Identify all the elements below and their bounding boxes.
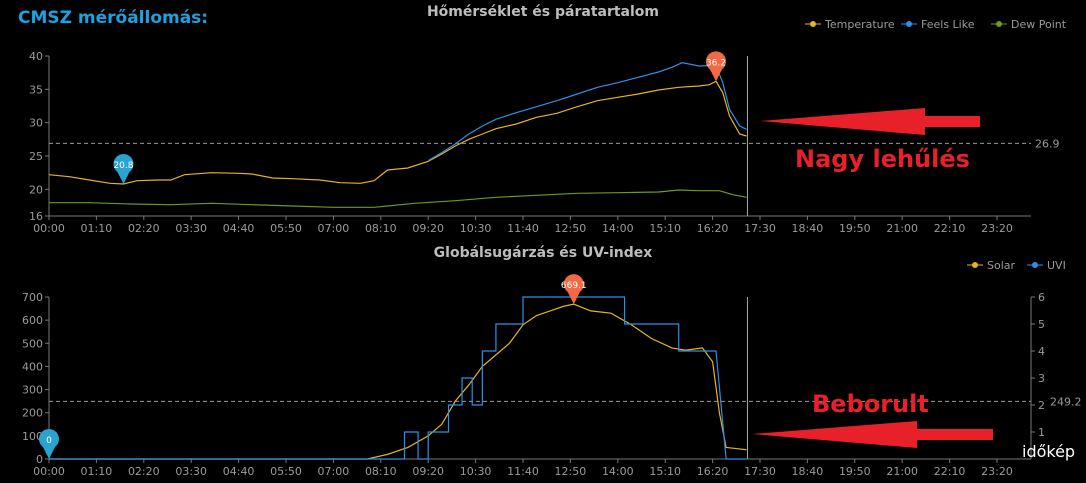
y-tick-label: 0 <box>36 453 43 466</box>
x-tick-label: 07:00 <box>318 222 350 235</box>
y-tick-label: 35 <box>29 83 43 96</box>
arrow-shape <box>752 421 993 448</box>
chart-title: Hőmérséklet és páratartalom <box>427 4 659 20</box>
chart-title: Globálsugárzás és UV-index <box>434 245 653 261</box>
annotation-bottom: Beborult <box>812 390 929 418</box>
series-feels-like <box>427 62 747 162</box>
marker-label: 36.2 <box>706 58 726 68</box>
y-tick-label: 600 <box>22 314 43 327</box>
x-tick-label: 18:40 <box>792 222 824 235</box>
annotation-top: Nagy lehűlés <box>795 145 970 173</box>
legend-dew-point: Dew Point <box>1011 18 1067 31</box>
average-label: 26.9 <box>1035 137 1060 150</box>
series-temperature <box>48 80 747 185</box>
x-tick-label: 11:40 <box>507 222 539 235</box>
marker-pin <box>39 429 59 459</box>
x-tick-label: 01:10 <box>81 465 113 478</box>
marker-pin <box>113 154 134 184</box>
x-tick-label: 17:30 <box>744 465 776 478</box>
x-tick-label: 14:00 <box>602 465 634 478</box>
series-dew-point <box>49 189 747 208</box>
x-tick-label: 18:40 <box>792 465 824 478</box>
station-label: CMSZ mérőállomás: <box>18 8 209 28</box>
x-tick-label: 21:00 <box>886 465 918 478</box>
y-tick-label: 16 <box>29 210 43 223</box>
y-tick-label: 200 <box>22 407 43 420</box>
legend-temperature: Temperature <box>824 18 895 31</box>
y-tick-label: 100 <box>22 430 43 443</box>
x-tick-label: 23:20 <box>981 465 1013 478</box>
y2-tick-label: 3 <box>1038 372 1045 385</box>
x-tick-label: 08:10 <box>365 465 397 478</box>
x-tick-label: 00:00 <box>33 222 65 235</box>
x-tick-label: 01:10 <box>81 222 113 235</box>
x-tick-label: 15:10 <box>649 465 681 478</box>
legend-dot <box>996 21 1002 27</box>
x-tick-label: 22:10 <box>934 465 966 478</box>
x-tick-label: 03:30 <box>175 222 207 235</box>
x-tick-label: 17:30 <box>744 222 776 235</box>
x-tick-label: 10:30 <box>460 222 492 235</box>
legend-solar: Solar <box>987 259 1016 272</box>
series-solar <box>49 303 747 460</box>
x-tick-label: 19:50 <box>839 465 871 478</box>
marker-label: 0 <box>46 436 52 446</box>
legend-dot <box>906 21 912 27</box>
average-label: 249.2 <box>1050 395 1082 408</box>
y-tick-label: 700 <box>22 291 43 304</box>
x-tick-label: 05:50 <box>270 222 302 235</box>
legend-dot <box>810 21 816 27</box>
x-tick-label: 03:30 <box>175 465 207 478</box>
x-tick-label: 12:50 <box>555 465 587 478</box>
x-tick-label: 11:40 <box>507 465 539 478</box>
x-tick-label: 05:50 <box>270 465 302 478</box>
y-tick-label: 20 <box>29 183 43 196</box>
x-tick-label: 16:20 <box>697 465 729 478</box>
x-tick-label: 14:00 <box>602 222 634 235</box>
y-tick-label: 30 <box>29 117 43 130</box>
y-tick-label: 40 <box>29 50 43 63</box>
y-tick-label: 500 <box>22 337 43 350</box>
x-tick-label: 04:40 <box>223 222 255 235</box>
marker-pin <box>705 51 726 82</box>
x-tick-label: 09:20 <box>412 465 444 478</box>
x-tick-label: 07:00 <box>318 465 350 478</box>
legend-feels-like: Feels Like <box>921 18 975 31</box>
marker-label: 20.8 <box>113 161 133 171</box>
idokep-logo: időkép <box>1022 442 1076 461</box>
legend-dot <box>1032 262 1038 268</box>
x-tick-label: 12:50 <box>555 222 587 235</box>
legend-dot <box>972 262 978 268</box>
legend-uvi: UVI <box>1047 259 1066 272</box>
x-tick-label: 23:20 <box>981 222 1013 235</box>
y2-tick-label: 1 <box>1038 426 1045 439</box>
x-tick-label: 04:40 <box>223 465 255 478</box>
x-tick-label: 15:10 <box>649 222 681 235</box>
y-tick-label: 300 <box>22 384 43 397</box>
x-tick-label: 19:50 <box>839 222 871 235</box>
y-tick-label: 400 <box>22 360 43 373</box>
y2-tick-label: 6 <box>1038 291 1045 304</box>
marker-pin <box>563 274 584 305</box>
x-tick-label: 16:20 <box>697 222 729 235</box>
x-tick-label: 10:30 <box>460 465 492 478</box>
x-tick-label: 09:20 <box>412 222 444 235</box>
y2-tick-label: 5 <box>1038 318 1045 331</box>
arrow-shape <box>760 108 980 135</box>
y-tick-label: 25 <box>29 150 43 163</box>
x-tick-label: 22:10 <box>934 222 966 235</box>
x-tick-label: 02:20 <box>128 222 160 235</box>
y2-tick-label: 4 <box>1038 345 1045 358</box>
x-tick-label: 02:20 <box>128 465 160 478</box>
x-tick-label: 08:10 <box>365 222 397 235</box>
y2-tick-label: 2 <box>1038 399 1045 412</box>
x-tick-label: 21:00 <box>886 222 918 235</box>
marker-label: 669.1 <box>561 281 587 291</box>
series-uvi <box>49 296 747 460</box>
x-tick-label: 00:00 <box>33 465 65 478</box>
